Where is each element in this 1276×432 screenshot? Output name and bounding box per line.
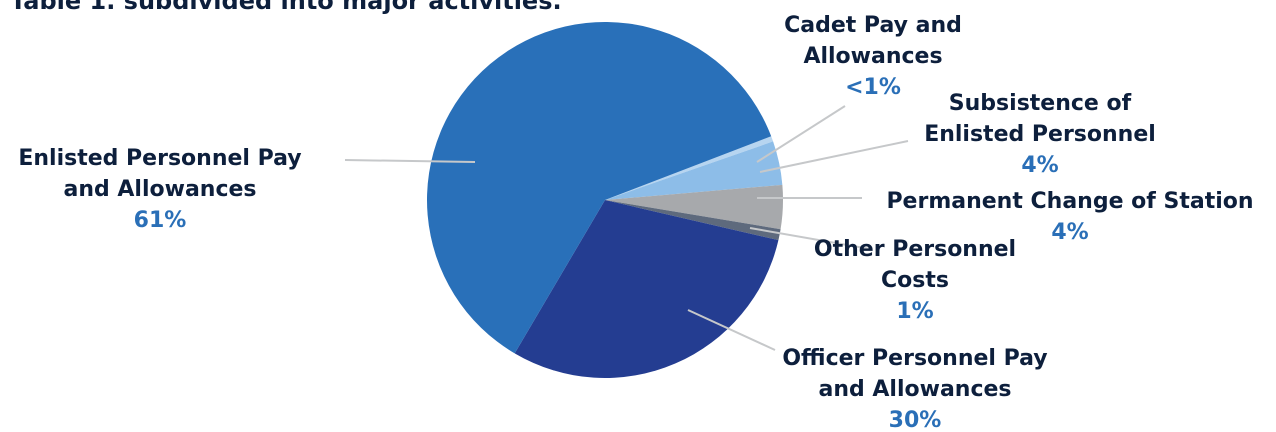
leader-line <box>749 227 871 250</box>
pie-slice <box>605 136 774 200</box>
value-label: 61% <box>133 208 187 233</box>
value-label: 4% <box>1021 153 1059 178</box>
slice-label: Cadet Pay and Allowances <1% <box>763 10 983 103</box>
category-label: Enlisted Personnel Pay and Allowances <box>18 146 302 202</box>
leader-line <box>687 309 776 351</box>
pie-slice <box>514 200 779 378</box>
pie-slice <box>605 184 784 230</box>
slice-label: Officer Personnel Pay and Allowances 30% <box>770 343 1060 432</box>
slice-label: Enlisted Personnel Pay and Allowances 61% <box>0 143 325 236</box>
value-label: 1% <box>896 299 934 324</box>
slice-label: Subsistence of Enlisted Personnel 4% <box>905 88 1175 181</box>
value-label: <1% <box>845 75 901 100</box>
category-label: Cadet Pay and Allowances <box>784 13 962 69</box>
leader-line <box>344 159 476 163</box>
leader-line <box>759 140 909 173</box>
pie-slice <box>426 21 772 354</box>
pie-slice <box>605 141 783 200</box>
chart-title: Table 1. subdivided into major activitie… <box>10 0 562 15</box>
value-label: 4% <box>1051 220 1089 245</box>
leader-line <box>756 105 846 163</box>
category-label: Permanent Change of Station <box>886 189 1254 214</box>
slice-label: Other Personnel Costs 1% <box>795 234 1035 327</box>
value-label: 30% <box>888 408 942 432</box>
category-label: Subsistence of Enlisted Personnel <box>924 91 1156 147</box>
category-label: Officer Personnel Pay and Allowances <box>782 346 1048 402</box>
pie-slice <box>605 200 781 241</box>
category-label: Other Personnel Costs <box>813 237 1017 293</box>
slice-label: Permanent Change of Station 4% <box>855 186 1276 248</box>
